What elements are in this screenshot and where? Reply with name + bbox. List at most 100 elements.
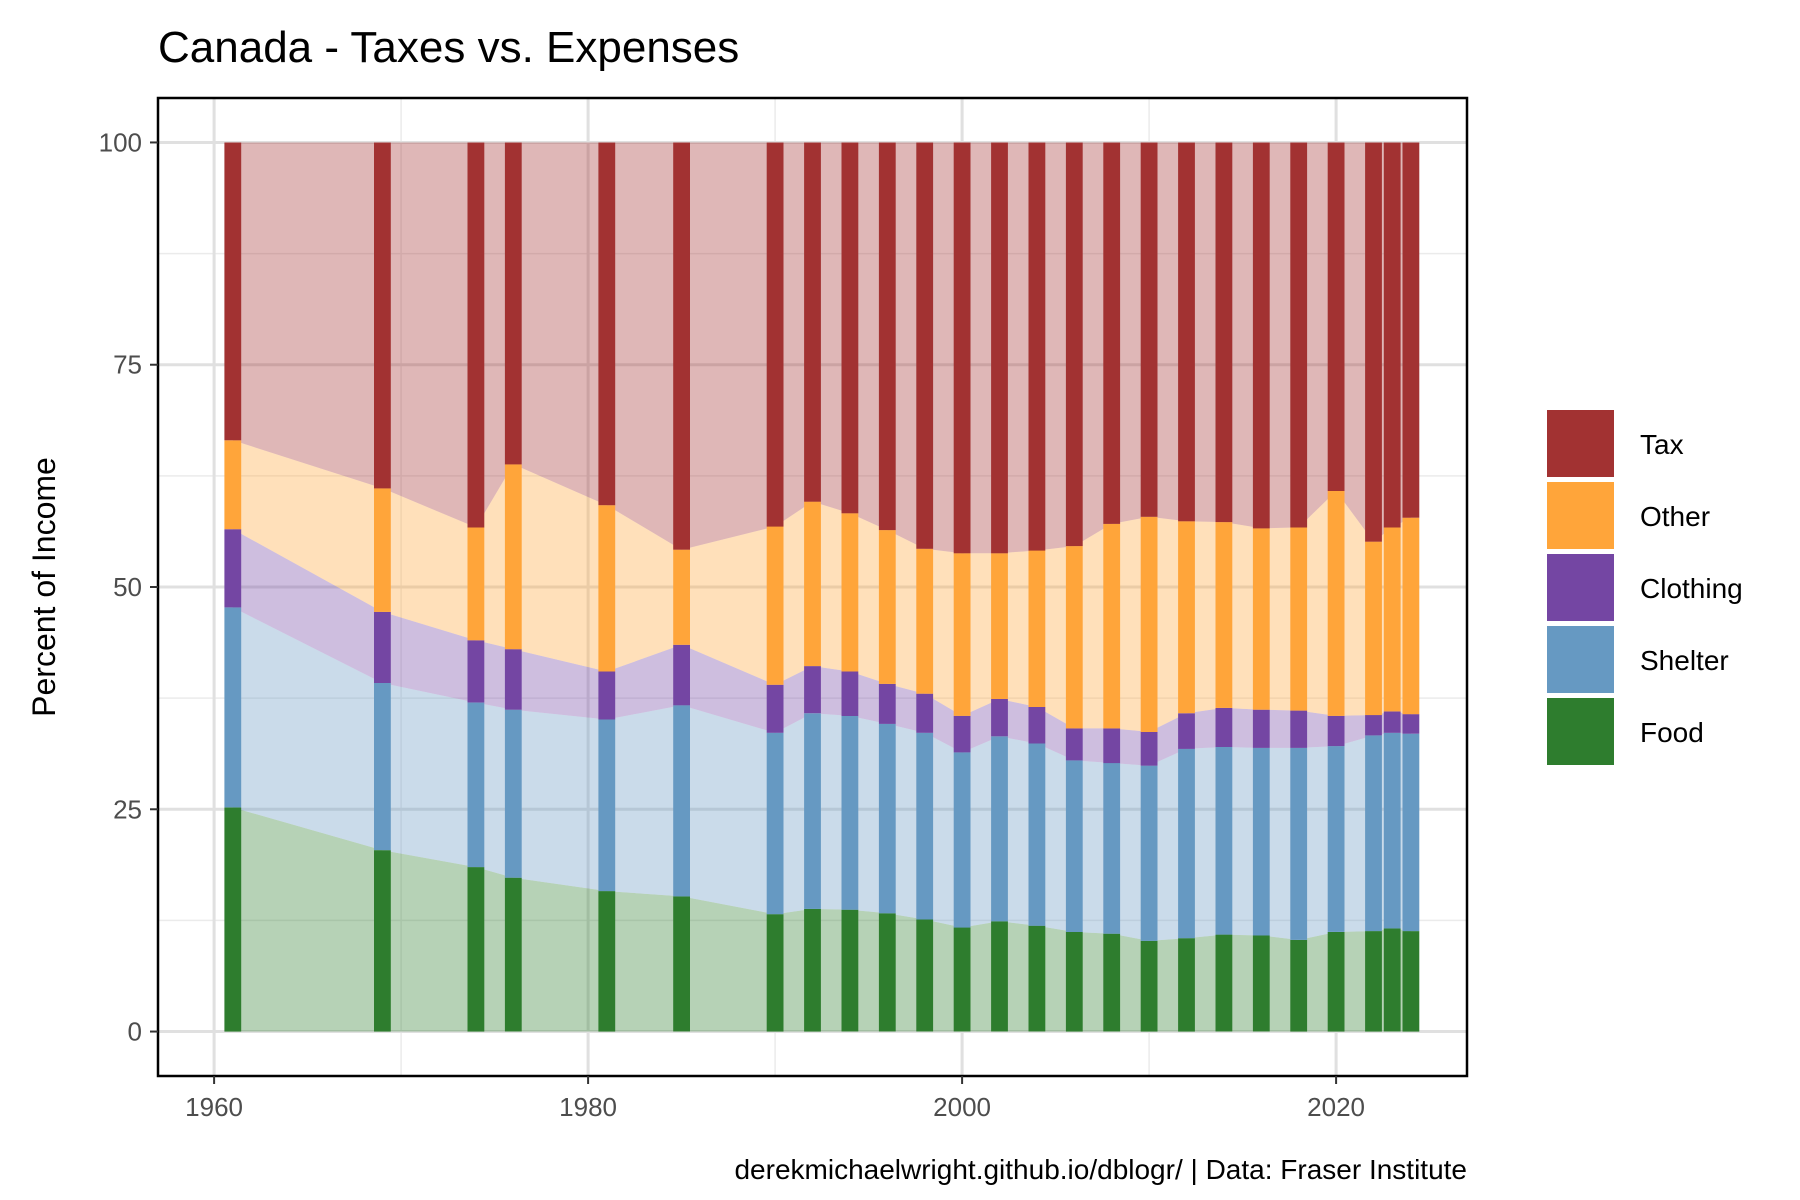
- bar-shelter: [374, 683, 391, 851]
- area-tax: [232, 142, 1411, 554]
- bar-other: [841, 513, 859, 672]
- bar-clothing: [804, 666, 821, 714]
- chart-title: Canada - Taxes vs. Expenses: [158, 23, 739, 72]
- bar-clothing: [673, 644, 690, 706]
- bar-other: [1140, 516, 1158, 732]
- bar-food: [991, 921, 1008, 1032]
- bar-food: [953, 927, 971, 1032]
- y-tick-label: 50: [113, 572, 142, 602]
- x-tick-label: 1980: [559, 1092, 617, 1122]
- bar-tax: [1327, 142, 1345, 491]
- bar-clothing: [1290, 710, 1308, 748]
- x-tick-label: 1960: [185, 1092, 243, 1122]
- bar-food: [1103, 933, 1121, 1032]
- bar-clothing: [878, 683, 896, 724]
- bar-tax: [224, 142, 242, 441]
- bar-shelter: [1103, 763, 1121, 934]
- bar-shelter: [841, 715, 859, 910]
- bar-other: [991, 553, 1008, 699]
- bar-tax: [1028, 142, 1046, 551]
- bar-shelter: [1140, 765, 1158, 941]
- bar-clothing: [598, 671, 616, 720]
- bar-food: [504, 877, 522, 1032]
- bar-shelter: [673, 705, 690, 897]
- bar-food: [224, 807, 242, 1032]
- bar-clothing: [374, 611, 391, 683]
- bar-other: [1252, 528, 1270, 710]
- bar-shelter: [1028, 743, 1046, 926]
- bar-food: [1290, 940, 1308, 1032]
- caption: derekmichaelwright.github.io/dblogr/ | D…: [734, 1154, 1467, 1185]
- bar-other: [878, 530, 896, 684]
- bar-tax: [673, 142, 690, 550]
- bar-food: [766, 914, 784, 1032]
- bar-tax: [1103, 142, 1121, 524]
- bar-other: [374, 488, 391, 612]
- bar-shelter: [878, 723, 896, 914]
- bar-shelter: [1365, 735, 1382, 932]
- bar-clothing: [1327, 715, 1345, 747]
- bar-food: [804, 908, 821, 1032]
- bar-layer: [224, 142, 1420, 1032]
- bar-clothing: [1383, 711, 1401, 733]
- bar-clothing: [467, 640, 485, 703]
- bar-food: [1140, 940, 1158, 1032]
- bar-clothing: [1028, 707, 1046, 744]
- bar-shelter: [991, 736, 1008, 922]
- x-axis: 1960 1980 2000 2020: [185, 1076, 1365, 1122]
- bar-other: [1215, 522, 1233, 708]
- bar-other: [1290, 527, 1308, 711]
- y-tick-label: 0: [128, 1017, 142, 1047]
- bar-shelter: [1065, 760, 1083, 932]
- bar-clothing: [916, 693, 934, 733]
- bar-clothing: [766, 684, 784, 733]
- bar-food: [1365, 931, 1382, 1032]
- bar-food: [598, 891, 616, 1032]
- bar-tax: [1402, 142, 1420, 518]
- legend-label-clothing: Clothing: [1640, 573, 1743, 604]
- bar-other: [1383, 527, 1401, 712]
- bar-shelter: [916, 732, 934, 920]
- legend-label-shelter: Shelter: [1640, 645, 1729, 676]
- bar-tax: [598, 142, 616, 506]
- legend-key-food: [1547, 698, 1614, 765]
- legend-key-clothing: [1547, 554, 1614, 621]
- bar-clothing: [1365, 715, 1382, 736]
- bar-food: [916, 919, 934, 1032]
- bar-tax: [766, 142, 784, 527]
- x-tick-label: 2000: [933, 1092, 991, 1122]
- bar-clothing: [953, 715, 971, 753]
- bar-clothing: [1178, 713, 1195, 749]
- bar-shelter: [504, 709, 522, 878]
- bar-other: [1103, 523, 1121, 729]
- bar-other: [673, 549, 690, 645]
- y-axis-title: Percent of Income: [26, 457, 62, 717]
- bar-other: [224, 440, 242, 530]
- legend-label-other: Other: [1640, 501, 1710, 532]
- x-tick-label: 2020: [1307, 1092, 1365, 1122]
- bar-food: [1252, 935, 1270, 1032]
- bar-clothing: [1140, 731, 1158, 766]
- bar-shelter: [1178, 748, 1195, 939]
- legend: Tax Other Clothing Shelter Food: [1547, 410, 1743, 765]
- bar-food: [878, 913, 896, 1032]
- bar-food: [1028, 925, 1046, 1032]
- bar-tax: [1290, 142, 1308, 528]
- bar-other: [916, 548, 934, 694]
- bar-shelter: [1290, 747, 1308, 940]
- bar-tax: [1365, 142, 1382, 542]
- bar-tax: [991, 142, 1008, 554]
- bar-food: [1383, 928, 1401, 1032]
- bar-other: [804, 501, 821, 667]
- bar-food: [467, 867, 485, 1032]
- bar-food: [1065, 932, 1083, 1032]
- bar-tax: [953, 142, 971, 554]
- bar-clothing: [224, 529, 242, 608]
- bar-tax: [878, 142, 896, 531]
- bar-food: [1327, 932, 1345, 1032]
- area-layer: [232, 142, 1411, 1032]
- bar-tax: [1178, 142, 1195, 522]
- bar-shelter: [804, 713, 821, 909]
- legend-key-tax: [1547, 410, 1614, 477]
- bar-shelter: [1215, 747, 1233, 935]
